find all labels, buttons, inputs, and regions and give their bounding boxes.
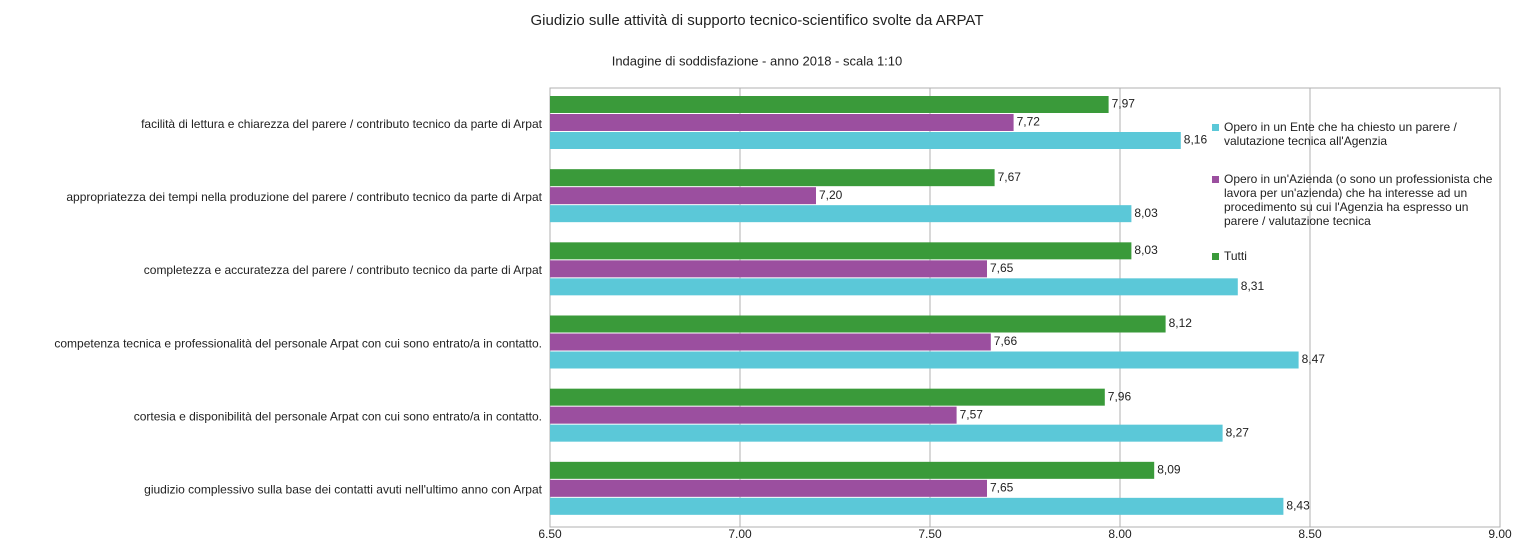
- chart-subtitle: Indagine di soddisfazione - anno 2018 - …: [612, 53, 903, 68]
- value-label: 8,12: [1169, 316, 1193, 330]
- bar: [550, 315, 1166, 333]
- value-label: 8,09: [1157, 463, 1181, 477]
- bar: [550, 388, 1105, 406]
- value-label: 8,43: [1286, 499, 1310, 513]
- bar: [550, 132, 1181, 149]
- legend-label: Tutti: [1224, 249, 1247, 263]
- value-label: 7,96: [1108, 389, 1132, 403]
- chart-title: Giudizio sulle attività di supporto tecn…: [531, 12, 984, 29]
- bar: [550, 187, 816, 205]
- value-label: 7,65: [990, 261, 1014, 275]
- x-tick-label: 7.50: [918, 527, 942, 541]
- value-label: 7,72: [1017, 115, 1041, 129]
- legend-swatch: [1212, 176, 1219, 183]
- y-tick-label: appropriatezza dei tempi nella produzion…: [66, 190, 542, 204]
- bar: [550, 479, 987, 497]
- value-label: 8,16: [1184, 133, 1208, 147]
- bar: [550, 333, 991, 351]
- bar: [550, 461, 1155, 479]
- y-tick-label: competenza tecnica e professionalità del…: [54, 336, 542, 350]
- y-tick-label: facilità di lettura e chiarezza del pare…: [141, 117, 543, 131]
- bar: [550, 114, 1014, 131]
- bar: [550, 278, 1238, 296]
- value-label: 7,66: [994, 334, 1018, 348]
- value-label: 7,65: [990, 481, 1014, 495]
- legend-swatch: [1212, 124, 1219, 131]
- y-tick-label: completezza e accuratezza del parere / c…: [144, 263, 543, 277]
- plot-frame: [549, 87, 1501, 528]
- value-label: 8,31: [1241, 279, 1265, 293]
- value-label: 7,20: [819, 188, 843, 202]
- x-tick-label: 8.00: [1108, 527, 1132, 541]
- bar: [550, 424, 1223, 442]
- x-tick-label: 7.00: [728, 527, 752, 541]
- value-label: 7,57: [960, 407, 984, 421]
- bar: [550, 242, 1132, 260]
- bar: [550, 497, 1284, 515]
- bar: [550, 351, 1299, 369]
- bar: [550, 260, 987, 278]
- legend-label: Opero in un'Azienda (o sono un professio…: [1224, 172, 1493, 228]
- x-tick-label: 9.00: [1488, 527, 1512, 541]
- bar: [550, 406, 957, 424]
- x-tick-label: 8.50: [1298, 527, 1322, 541]
- legend-label: Opero in un Ente che ha chiesto un parer…: [1224, 120, 1457, 148]
- bar: [550, 205, 1132, 223]
- value-label: 8,03: [1134, 206, 1158, 220]
- value-label: 7,97: [1112, 97, 1136, 111]
- value-label: 8,47: [1302, 352, 1326, 366]
- x-tick-label: 6.50: [538, 527, 562, 541]
- bar: [550, 169, 995, 187]
- y-tick-label: cortesia e disponibilità del personale A…: [134, 409, 542, 423]
- bar: [550, 96, 1109, 113]
- value-label: 8,27: [1226, 425, 1250, 439]
- value-label: 7,67: [998, 170, 1022, 184]
- value-label: 8,03: [1134, 243, 1158, 257]
- legend-swatch: [1212, 253, 1219, 260]
- y-tick-label: giudizio complessivo sulla base dei cont…: [144, 483, 543, 497]
